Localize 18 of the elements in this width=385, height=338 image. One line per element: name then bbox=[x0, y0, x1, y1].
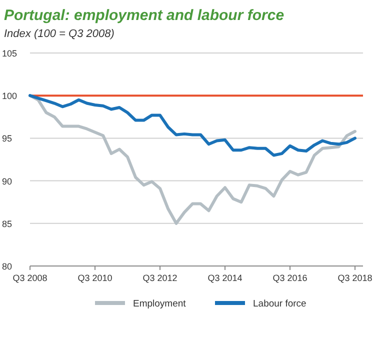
y-tick-label: 85 bbox=[2, 218, 12, 229]
x-tick-label: Q3 2018 bbox=[338, 273, 372, 283]
chart-subtitle: Index (100 = Q3 2008) bbox=[4, 28, 115, 40]
y-tick-label: 95 bbox=[2, 134, 12, 144]
legend-label: Labour force bbox=[253, 298, 306, 310]
y-tick-label: 105 bbox=[2, 48, 18, 58]
y-tick-label: 80 bbox=[2, 262, 12, 272]
y-tick-label: 100 bbox=[2, 91, 18, 102]
chart-title: Portugal: employment and labour force bbox=[4, 7, 284, 24]
y-tick-label: 90 bbox=[2, 176, 12, 186]
line-series bbox=[28, 94, 356, 157]
x-tick-label: Q3 2016 bbox=[272, 273, 308, 283]
x-tick-label: Q3 2010 bbox=[78, 273, 112, 283]
x-tick-label: Q3 2008 bbox=[12, 273, 48, 283]
x-tick-label: Q3 2014 bbox=[208, 273, 242, 283]
x-tick-label: Q3 2012 bbox=[142, 273, 178, 283]
legend-label: Employment bbox=[133, 298, 186, 310]
line-series bbox=[28, 94, 356, 225]
